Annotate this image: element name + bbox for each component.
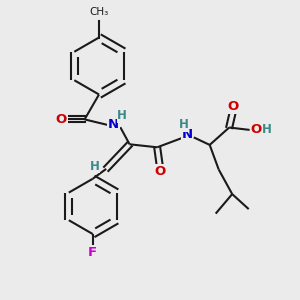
- Text: H: H: [262, 123, 272, 136]
- Text: H: H: [90, 160, 100, 173]
- Text: H: H: [117, 109, 127, 122]
- Text: H: H: [179, 118, 189, 131]
- Text: O: O: [227, 100, 238, 113]
- Text: N: N: [108, 118, 119, 131]
- Text: N: N: [182, 128, 193, 141]
- Text: CH₃: CH₃: [89, 8, 109, 17]
- Text: O: O: [56, 113, 67, 126]
- Text: O: O: [154, 165, 165, 178]
- Text: F: F: [88, 246, 97, 259]
- Text: O: O: [250, 123, 262, 136]
